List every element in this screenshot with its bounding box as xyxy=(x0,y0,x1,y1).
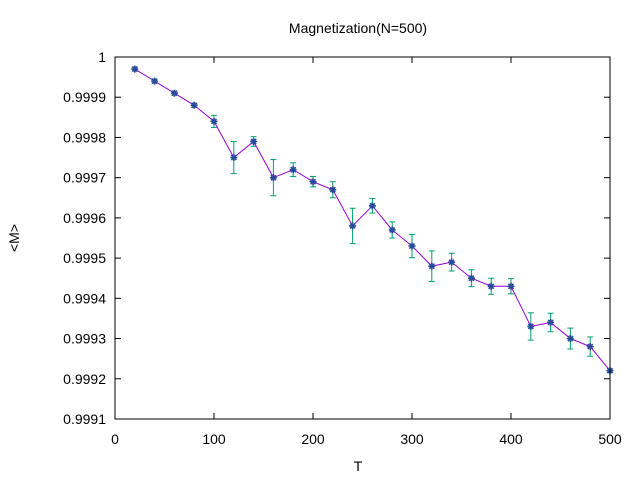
y-tick-label: 1 xyxy=(98,49,106,65)
x-tick-label: 100 xyxy=(202,431,226,447)
data-point xyxy=(210,117,218,125)
data-point xyxy=(329,186,337,194)
data-point xyxy=(269,174,277,182)
y-axis-label: <M> xyxy=(6,224,22,252)
x-tick-label: 0 xyxy=(111,431,119,447)
y-tick-label: 0.9991 xyxy=(63,411,106,427)
data-point xyxy=(428,262,436,270)
y-tick-label: 0.9994 xyxy=(63,290,106,306)
data-point xyxy=(547,318,555,326)
data-point xyxy=(230,154,238,162)
y-tick-label: 0.9996 xyxy=(63,210,106,226)
plot-frame xyxy=(114,56,611,420)
data-point xyxy=(309,178,317,186)
x-tick-label: 500 xyxy=(598,431,622,447)
x-tick-label: 400 xyxy=(499,431,523,447)
data-point xyxy=(487,282,495,290)
data-point xyxy=(527,322,535,330)
data-point xyxy=(388,226,396,234)
data-point xyxy=(368,202,376,210)
chart-title: Magnetization(N=500) xyxy=(289,20,427,36)
data-point xyxy=(586,343,594,351)
data-point xyxy=(408,242,416,250)
y-tick-label: 0.9999 xyxy=(63,89,106,105)
x-tick-label: 200 xyxy=(301,431,325,447)
y-tick-label: 0.9993 xyxy=(63,331,106,347)
x-tick-label: 300 xyxy=(400,431,424,447)
data-point xyxy=(170,89,178,97)
data-point xyxy=(151,77,159,85)
data-point xyxy=(131,65,139,73)
data-point xyxy=(507,282,515,290)
x-axis-label: T xyxy=(354,458,363,474)
y-tick-label: 0.9998 xyxy=(63,129,106,145)
data-point xyxy=(566,335,574,343)
y-tick-label: 0.9995 xyxy=(63,250,106,266)
data-point xyxy=(250,137,258,145)
plot-area: 0 100 200 300 400 500 0.9991 0.9992 0.9993 0.9994… xyxy=(63,49,622,447)
y-tick-label: 0.9997 xyxy=(63,170,106,186)
data-point xyxy=(190,101,198,109)
data-point xyxy=(289,166,297,174)
data-point xyxy=(448,258,456,266)
y-tick-label: 0.9992 xyxy=(63,371,106,387)
data-point xyxy=(467,274,475,282)
data-point xyxy=(349,222,357,230)
